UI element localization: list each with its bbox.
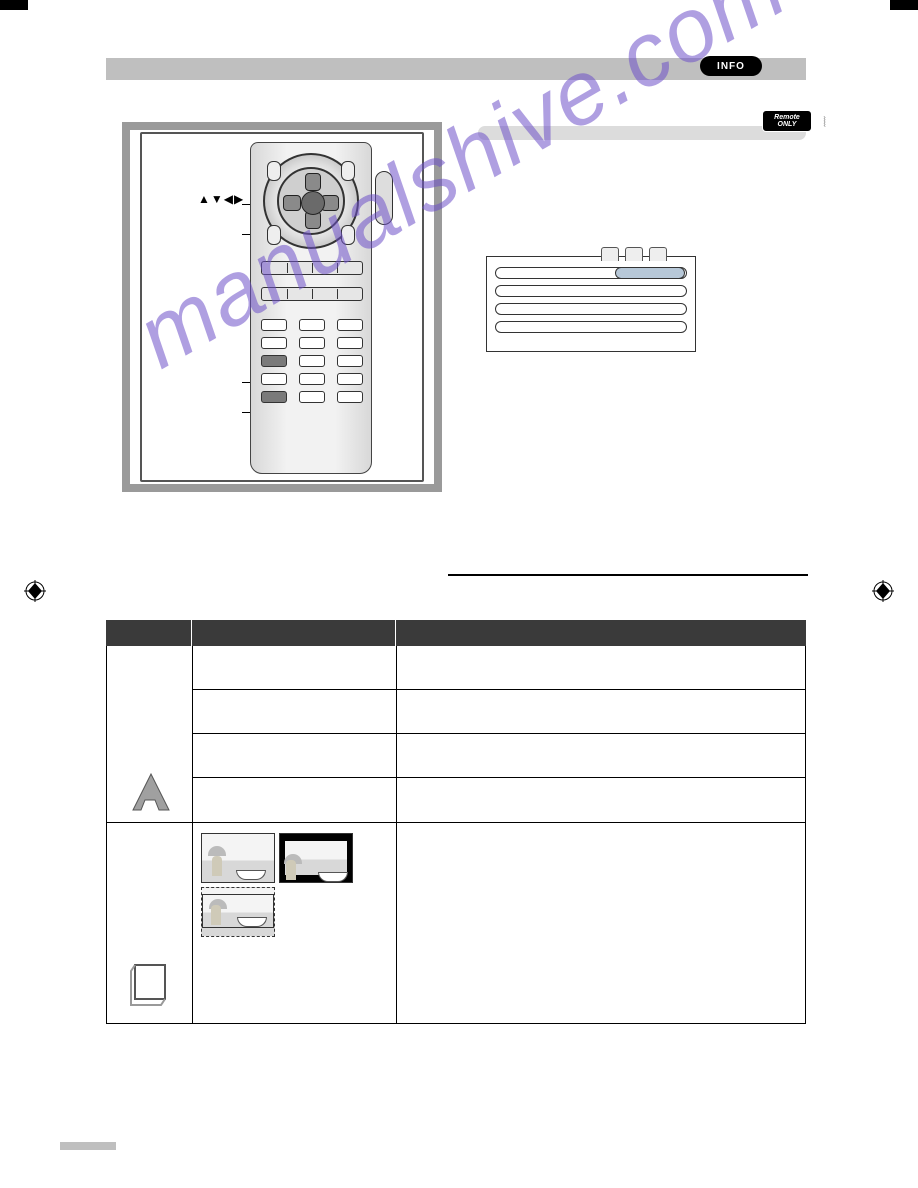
screen-category-icon xyxy=(129,959,171,1011)
dpad-arrow-glyphs: ▲▼◀▶ xyxy=(198,192,244,206)
table-cell-description xyxy=(397,690,805,733)
table-cell-description xyxy=(397,823,805,1023)
settings-table xyxy=(106,620,806,1024)
header-bar: INFO xyxy=(106,58,806,80)
remote-small-button-highlighted xyxy=(261,391,287,403)
remote-small-button xyxy=(337,373,363,385)
registration-mark-right xyxy=(872,580,894,602)
crop-mark-tr xyxy=(890,0,918,10)
remote-only-line2: ONLY xyxy=(778,121,797,128)
info-pill: INFO xyxy=(700,56,762,76)
table-cell-setting xyxy=(193,734,397,777)
remote-small-button xyxy=(337,337,363,349)
remote-small-button xyxy=(261,319,287,331)
remote-corner-button xyxy=(341,161,355,181)
remote-small-button xyxy=(299,391,325,403)
table-header-setting xyxy=(192,620,396,646)
remote-only-strip: Remote ONLY ⦚ xyxy=(478,126,806,140)
osd-tab-icon xyxy=(601,247,619,261)
remote-corner-button xyxy=(341,225,355,245)
remote-small-button xyxy=(337,391,363,403)
table-cell-description xyxy=(397,778,805,822)
remote-body xyxy=(250,142,372,474)
remote-corner-button xyxy=(267,161,281,181)
section-divider xyxy=(448,574,808,576)
remote-side-rocker xyxy=(375,171,393,225)
remote-small-button xyxy=(261,337,287,349)
osd-row xyxy=(495,321,687,333)
dpad-left xyxy=(283,195,301,211)
table-row xyxy=(193,778,805,822)
remote-button-row xyxy=(261,261,363,275)
dpad-ring xyxy=(263,153,359,249)
remote-illustration-frame: ▲▼◀▶ xyxy=(122,122,442,492)
dpad-up xyxy=(305,173,321,191)
remote-small-button-highlighted xyxy=(261,355,287,367)
table-item-audio-icon-cell xyxy=(107,646,193,822)
remote-small-button xyxy=(299,337,325,349)
remote-small-button xyxy=(337,355,363,367)
audio-category-icon xyxy=(129,770,171,812)
dpad-enter xyxy=(301,191,325,215)
osd-row xyxy=(495,285,687,297)
signal-waves-icon: ⦚ xyxy=(823,114,826,131)
table-row xyxy=(193,734,805,778)
page-footer-bar xyxy=(60,1142,116,1150)
osd-row xyxy=(495,303,687,315)
remote-small-button xyxy=(337,319,363,331)
table-header xyxy=(106,620,806,646)
remote-small-button xyxy=(299,319,325,331)
aspect-letterbox-icon xyxy=(279,833,353,883)
table-cell-setting xyxy=(193,646,397,689)
crop-mark-tl xyxy=(0,0,28,10)
table-cell-setting-screenshots xyxy=(193,823,397,1023)
table-cell-setting xyxy=(193,778,397,822)
remote-only-badge: Remote ONLY ⦚ xyxy=(762,110,812,132)
table-cell-description xyxy=(397,646,805,689)
table-header-description xyxy=(396,620,806,646)
remote-only-line1: Remote xyxy=(774,114,800,121)
table-cell-description xyxy=(397,734,805,777)
remote-small-button xyxy=(299,355,325,367)
remote-small-button xyxy=(299,373,325,385)
table-row xyxy=(193,690,805,734)
registration-mark-left xyxy=(24,580,46,602)
osd-tab-icon xyxy=(649,247,667,261)
remote-button-row xyxy=(261,287,363,301)
table-header-item xyxy=(106,620,192,646)
osd-selected-value xyxy=(615,267,685,279)
osd-tab-icon xyxy=(625,247,643,261)
aspect-panscan-icon xyxy=(201,887,275,937)
table-item-screen-icon-cell xyxy=(107,823,193,1023)
table-cell-setting xyxy=(193,690,397,733)
remote-small-button xyxy=(261,373,287,385)
osd-menu-preview xyxy=(486,256,696,352)
table-row xyxy=(193,646,805,690)
aspect-4-3-icon xyxy=(201,833,275,883)
remote-corner-button xyxy=(267,225,281,245)
